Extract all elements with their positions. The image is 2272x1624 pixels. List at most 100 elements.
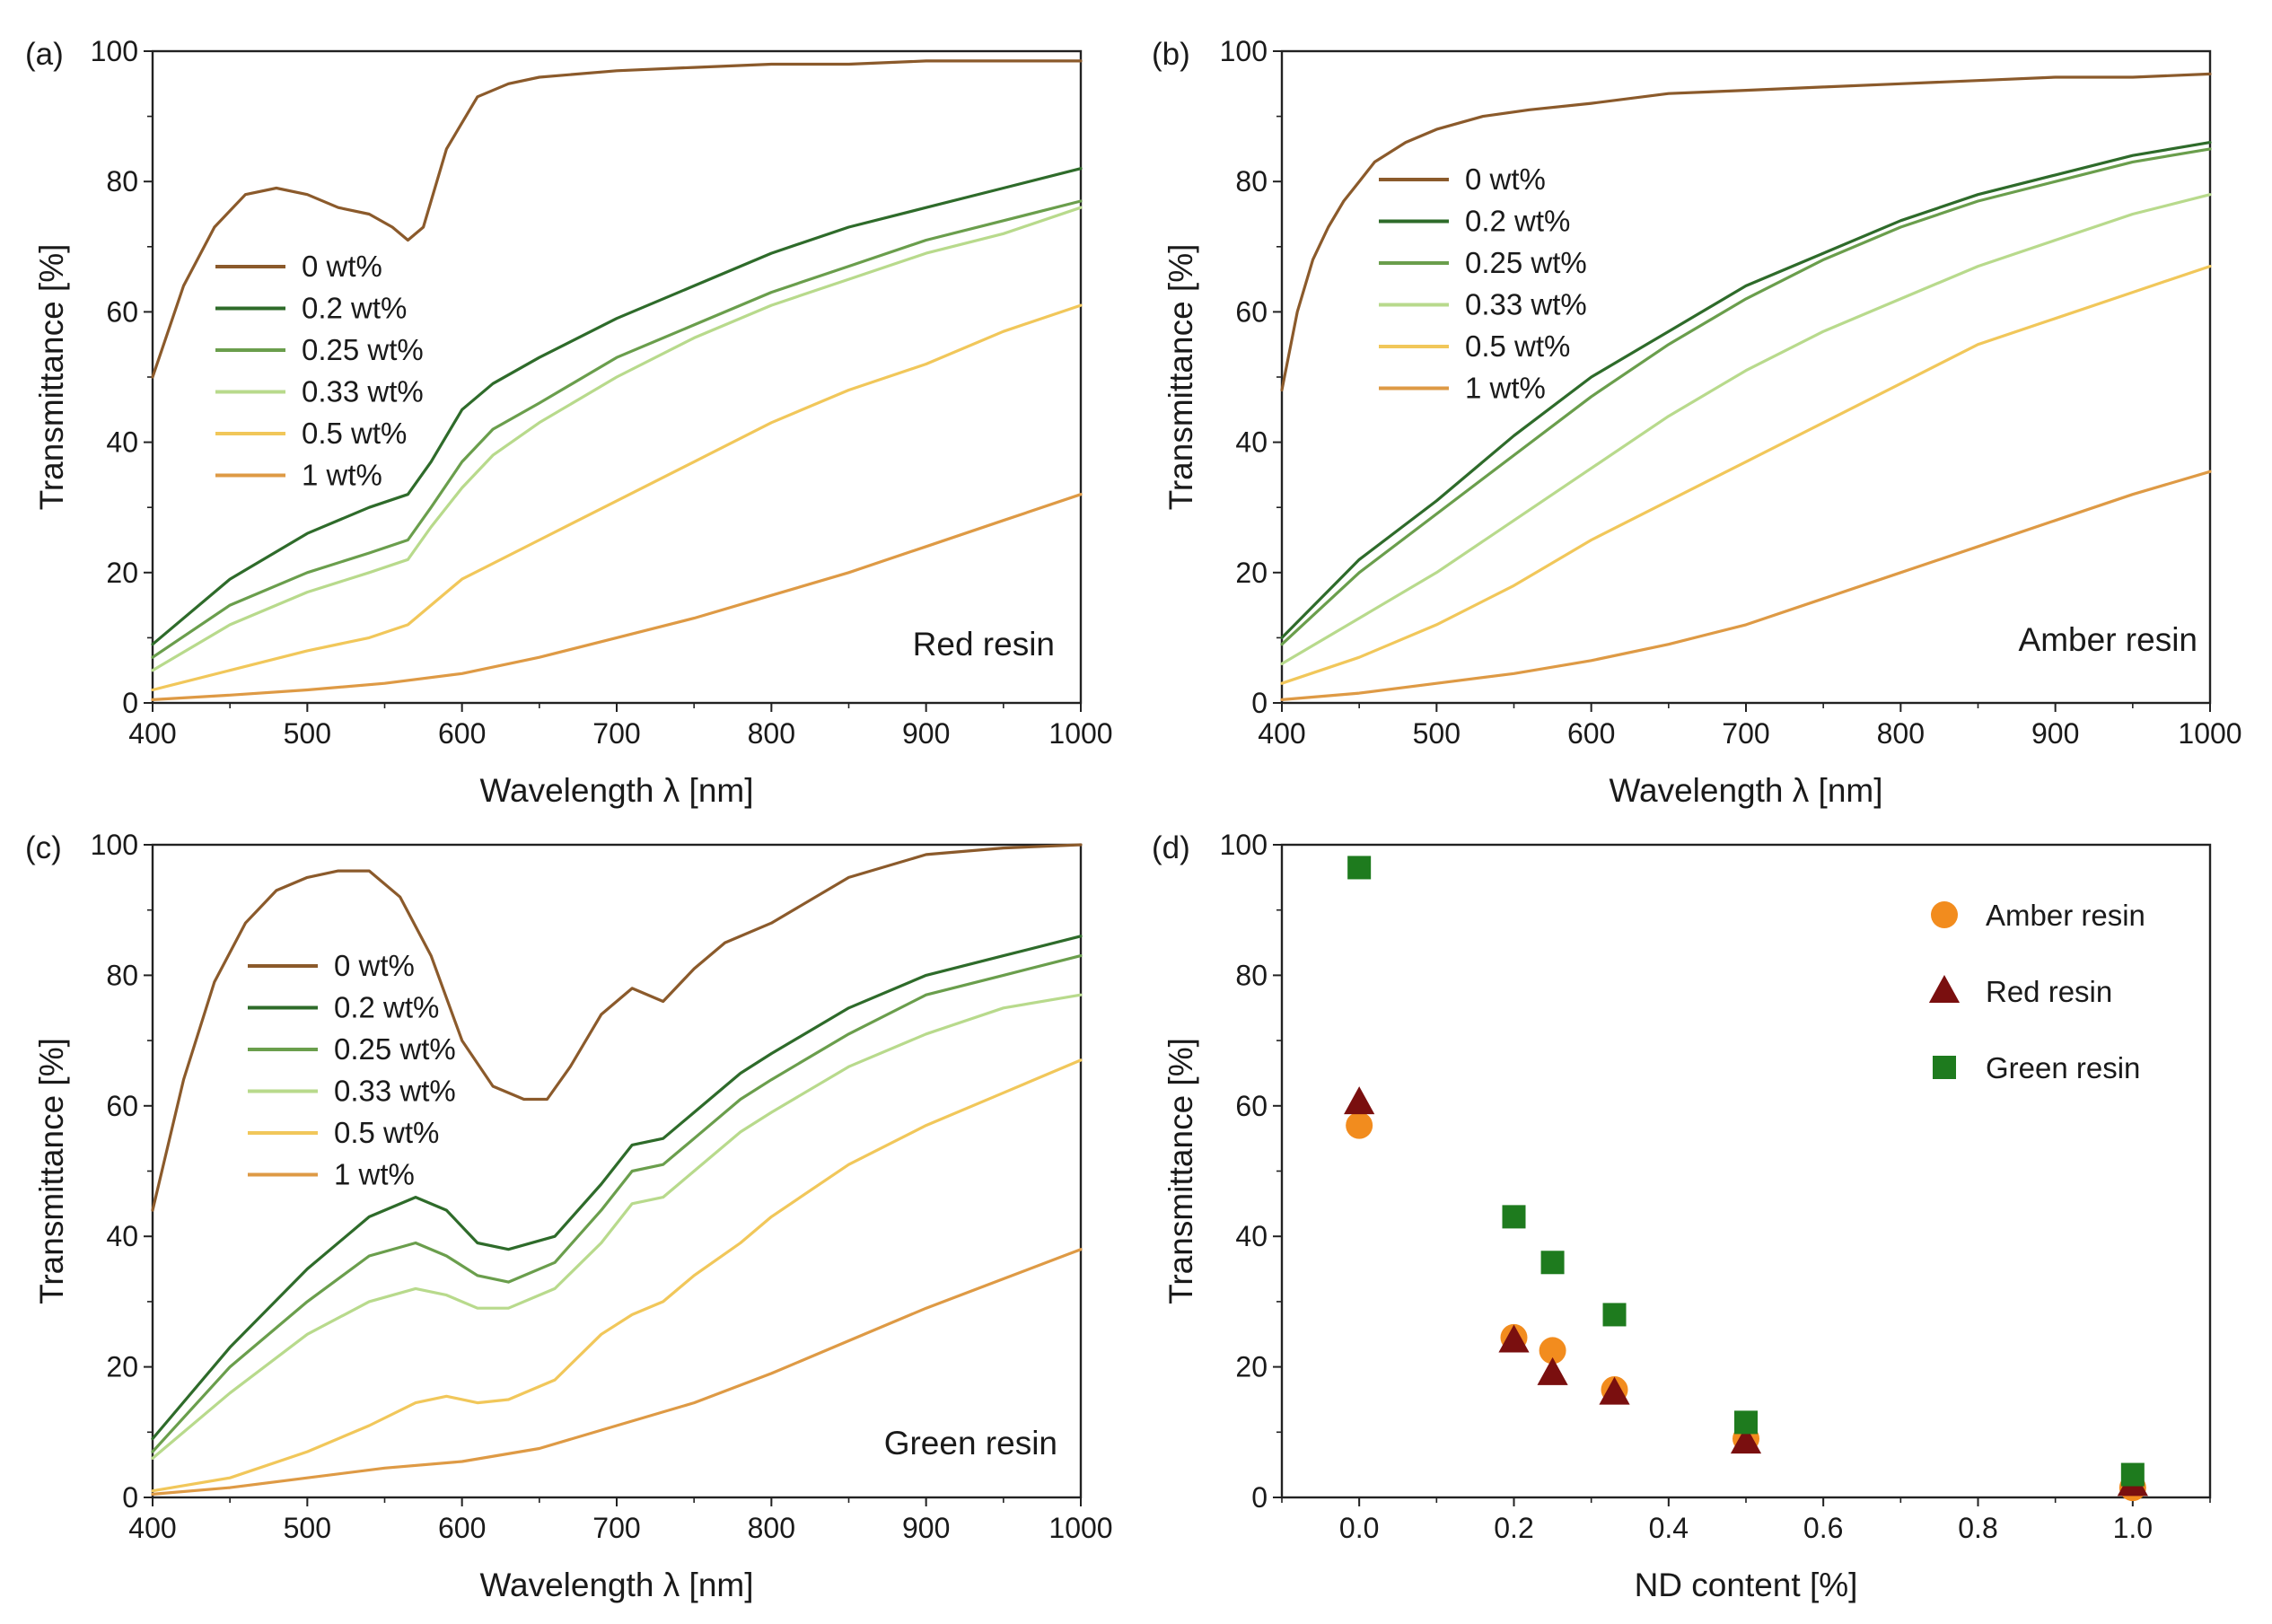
x-tick-label: 0.0 bbox=[1339, 1512, 1379, 1544]
legend-marker bbox=[1931, 901, 1958, 928]
x-tick-label: 800 bbox=[1877, 717, 1925, 750]
x-tick-label: 0.8 bbox=[1958, 1512, 1997, 1544]
legend-label: 0 wt% bbox=[1465, 162, 1546, 196]
resin-annotation: Amber resin bbox=[2019, 621, 2197, 658]
x-tick-label: 500 bbox=[1413, 717, 1461, 750]
series-line-1-wt- bbox=[151, 493, 1083, 702]
y-tick-label: 80 bbox=[106, 959, 138, 991]
plot-frame bbox=[151, 843, 1083, 1499]
x-tick-label: 900 bbox=[902, 717, 950, 750]
panel-label: (c) bbox=[25, 830, 62, 865]
panel-b: (b) 400 500 600 700 800 900 1000 0 20 40 60 80 100 Wav… bbox=[1152, 35, 2242, 809]
x-tick-label: 700 bbox=[1722, 717, 1769, 750]
y-tick-label: 60 bbox=[106, 1090, 138, 1122]
legend-label: 0.33 wt% bbox=[302, 375, 424, 408]
series-line-0-2-wt- bbox=[151, 167, 1083, 646]
series-line-0-5-wt- bbox=[151, 303, 1083, 692]
x-axis-label: Wavelength λ [nm] bbox=[479, 1567, 753, 1603]
data-point-green-resin bbox=[1734, 1410, 1758, 1435]
x-axis-label: Wavelength λ [nm] bbox=[1609, 772, 1882, 809]
y-tick-label: 0 bbox=[1251, 1481, 1268, 1514]
series-line-0-5-wt- bbox=[151, 1058, 1083, 1493]
y-axis-label: Transmittance [%] bbox=[33, 244, 70, 511]
series-line-0-2-wt- bbox=[151, 935, 1083, 1441]
series-line-0-33-wt- bbox=[151, 206, 1083, 672]
y-tick-label: 20 bbox=[106, 557, 138, 589]
y-tick-label: 100 bbox=[1220, 35, 1268, 67]
x-tick-label: 500 bbox=[284, 717, 331, 750]
legend-label: Green resin bbox=[1986, 1051, 2140, 1084]
legend-marker bbox=[1933, 1056, 1956, 1079]
panel-c: (c) 400 500 600 700 800 900 1000 0 20 40 60 80 100 Wav… bbox=[25, 829, 1113, 1603]
series-line-0-2-wt- bbox=[1280, 141, 2212, 640]
series-line-0-25-wt- bbox=[1280, 147, 2212, 646]
legend-label: 0.2 wt% bbox=[334, 991, 439, 1024]
x-tick-label: 800 bbox=[748, 717, 795, 750]
data-point-red-resin bbox=[1730, 1426, 1762, 1454]
plot-frame bbox=[1280, 843, 2212, 1499]
panel-a: (a) 400 500 600 700 800 900 1000 0 20 40 60 80 100 Wav… bbox=[25, 35, 1113, 809]
y-axis-label: Transmittance [%] bbox=[33, 1038, 70, 1304]
legend-label: 0.25 wt% bbox=[302, 333, 424, 366]
y-tick-label: 0 bbox=[122, 687, 138, 719]
y-tick-label: 100 bbox=[91, 829, 138, 861]
legend-label: 0.2 wt% bbox=[1465, 205, 1570, 238]
x-tick-label: 1000 bbox=[1048, 1512, 1112, 1544]
x-tick-label: 800 bbox=[748, 1512, 795, 1544]
x-tick-label: 400 bbox=[128, 1512, 176, 1544]
x-tick-label: 0.2 bbox=[1494, 1512, 1533, 1544]
legend-label: 0 wt% bbox=[334, 949, 415, 982]
x-tick-label: 900 bbox=[902, 1512, 950, 1544]
legend-label: Red resin bbox=[1986, 975, 2112, 1008]
legend-label: 0.25 wt% bbox=[1465, 246, 1587, 279]
x-tick-label: 900 bbox=[2031, 717, 2079, 750]
data-point-green-resin bbox=[1347, 856, 1372, 880]
series-line-0-25-wt- bbox=[151, 199, 1083, 659]
y-tick-label: 0 bbox=[1251, 687, 1268, 719]
legend-label: 0.33 wt% bbox=[334, 1075, 456, 1108]
series-line-1-wt- bbox=[1280, 470, 2212, 702]
x-tick-label: 600 bbox=[1567, 717, 1615, 750]
y-tick-label: 100 bbox=[1220, 829, 1268, 861]
y-tick-label: 60 bbox=[106, 295, 138, 328]
y-tick-label: 40 bbox=[1235, 426, 1268, 459]
legend-label: 0.2 wt% bbox=[302, 292, 407, 325]
x-tick-label: 1.0 bbox=[2113, 1512, 2153, 1544]
data-point-red-resin bbox=[1344, 1086, 1375, 1115]
series-line-0-wt- bbox=[151, 843, 1083, 1212]
data-point-green-resin bbox=[1602, 1303, 1627, 1327]
data-point-green-resin bbox=[2120, 1462, 2145, 1487]
x-tick-label: 0.6 bbox=[1803, 1512, 1843, 1544]
panel-d: (d) 0.0 0.2 0.4 0.6 0.8 1.0 0 20 40 60 80 100 ND cont… bbox=[1152, 829, 2212, 1603]
data-point-amber-resin bbox=[1346, 1111, 1373, 1139]
legend-label: 1 wt% bbox=[334, 1158, 415, 1191]
y-tick-label: 40 bbox=[106, 426, 138, 459]
data-point-amber-resin bbox=[1539, 1337, 1566, 1365]
series-line-0-wt- bbox=[151, 59, 1083, 379]
legend-label: 0 wt% bbox=[302, 250, 382, 283]
series-line-1-wt- bbox=[151, 1248, 1083, 1497]
legend-label: Amber resin bbox=[1986, 899, 2145, 932]
legend-marker bbox=[1928, 975, 1961, 1003]
x-tick-label: 700 bbox=[592, 717, 640, 750]
series-line-0-wt- bbox=[1280, 72, 2212, 392]
x-tick-label: 0.4 bbox=[1649, 1512, 1689, 1544]
y-tick-label: 20 bbox=[1235, 1351, 1268, 1383]
y-tick-label: 40 bbox=[1235, 1220, 1268, 1252]
y-tick-label: 80 bbox=[106, 165, 138, 198]
y-tick-label: 100 bbox=[91, 35, 138, 67]
resin-annotation: Red resin bbox=[913, 626, 1055, 663]
series-line-0-5-wt- bbox=[1280, 265, 2212, 685]
y-tick-label: 20 bbox=[1235, 557, 1268, 589]
legend-label: 0.5 wt% bbox=[1465, 329, 1570, 363]
x-tick-label: 400 bbox=[128, 717, 176, 750]
panel-label: (a) bbox=[25, 37, 64, 72]
y-tick-label: 0 bbox=[122, 1481, 138, 1514]
legend-label: 0.5 wt% bbox=[302, 417, 407, 450]
legend-label: 0.33 wt% bbox=[1465, 288, 1587, 321]
x-tick-label: 600 bbox=[438, 1512, 486, 1544]
x-tick-label: 1000 bbox=[1048, 717, 1112, 750]
x-tick-label: 500 bbox=[284, 1512, 331, 1544]
x-tick-label: 1000 bbox=[2178, 717, 2241, 750]
